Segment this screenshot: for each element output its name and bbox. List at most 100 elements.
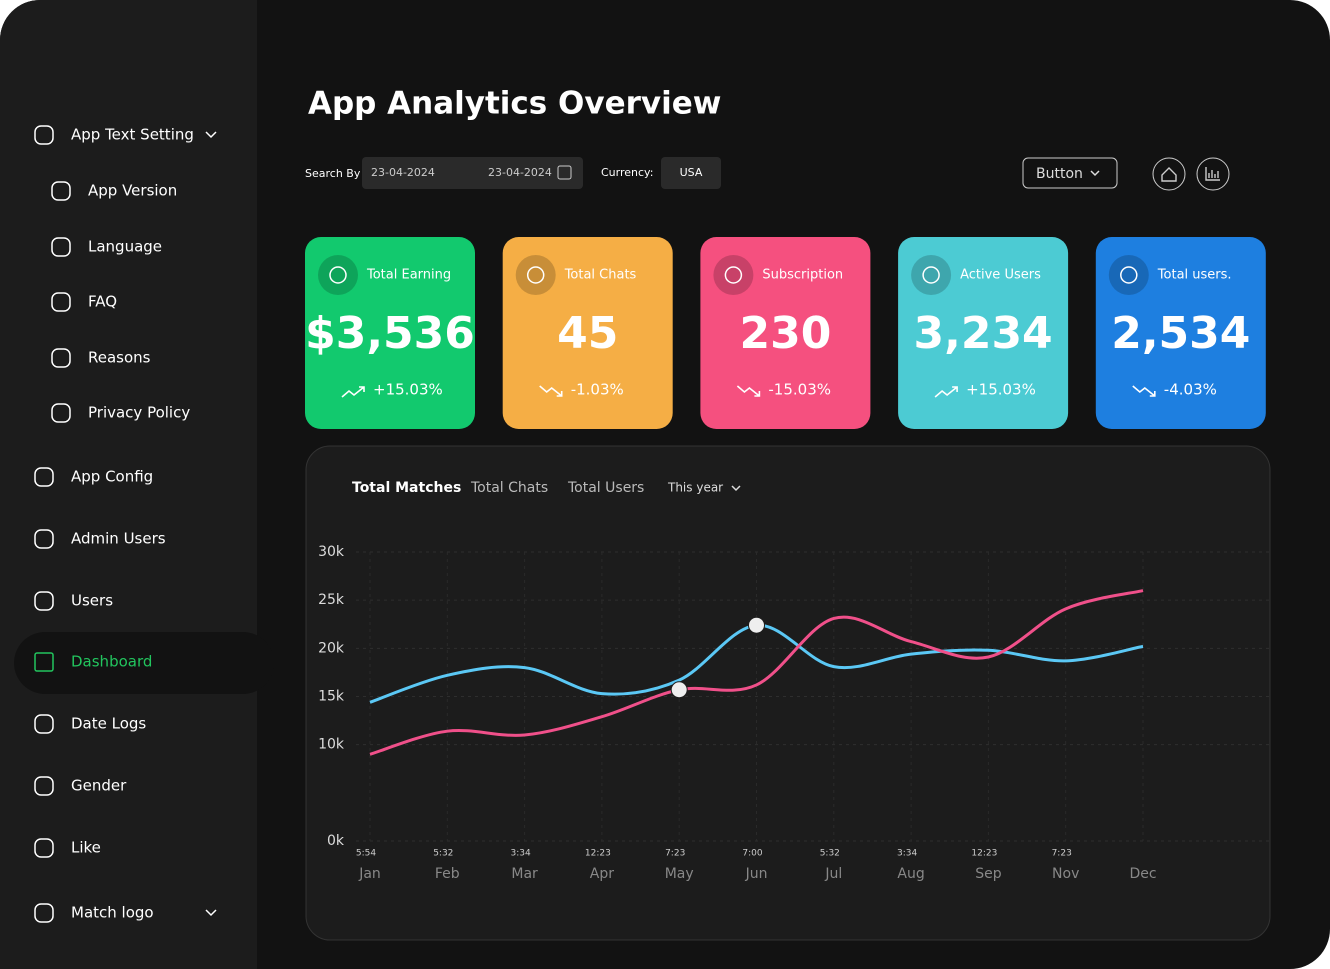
card-change: +15.03% xyxy=(373,381,443,399)
menu-label[interactable]: App Version xyxy=(88,182,177,200)
card-change: +15.03% xyxy=(966,381,1036,399)
x-time-label: 5:32 xyxy=(433,849,453,859)
x-time-label: 7:23 xyxy=(665,849,685,859)
menu-icon xyxy=(51,292,71,312)
y-tick-label: 30k xyxy=(318,544,345,560)
date-input[interactable] xyxy=(362,157,583,189)
x-tick-label: Nov xyxy=(1052,866,1079,882)
menu-icon xyxy=(34,776,54,796)
menu-label[interactable]: Match logo xyxy=(71,904,154,922)
stat-card xyxy=(305,237,475,429)
x-tick-label: Sep xyxy=(975,866,1002,882)
dropdown-button[interactable] xyxy=(1022,157,1118,189)
chart-tab[interactable]: Total Users xyxy=(567,480,644,496)
x-tick-label: Dec xyxy=(1129,866,1156,882)
chart-tab[interactable]: Total Matches xyxy=(352,480,461,496)
menu-label[interactable]: Reasons xyxy=(88,349,151,367)
y-tick-label: 25k xyxy=(318,592,345,608)
currency-select[interactable] xyxy=(661,157,721,189)
home-icon xyxy=(1161,167,1177,182)
x-time-label: 3:34 xyxy=(897,849,917,859)
chart-panel xyxy=(305,445,1271,941)
currency-value: USA xyxy=(680,166,703,179)
chart-button[interactable] xyxy=(1196,157,1230,191)
menu-icon xyxy=(34,467,54,487)
menu-label[interactable]: Users xyxy=(71,592,113,610)
menu-icon xyxy=(51,348,71,368)
card-icon-glyph xyxy=(526,266,545,284)
period-chevron xyxy=(731,485,741,492)
date-from: 23-04-2024 xyxy=(371,166,435,179)
menu-label[interactable]: Language xyxy=(88,238,162,256)
x-tick-label: Jan xyxy=(358,866,381,882)
calendar-icon xyxy=(557,165,572,180)
page-title: App Analytics Overview xyxy=(308,86,721,122)
stat-card xyxy=(502,237,673,429)
card-title: Total users. xyxy=(1157,268,1232,283)
home-button[interactable] xyxy=(1152,157,1186,191)
menu-chevron xyxy=(205,131,217,139)
chart-icon xyxy=(1205,167,1220,181)
menu-icon xyxy=(34,903,54,923)
card-title: Total Earning xyxy=(366,268,451,283)
menu-icon xyxy=(51,181,71,201)
y-tick-label: 20k xyxy=(318,640,345,656)
currency-label: Currency: xyxy=(601,166,653,179)
card-title: Subscription xyxy=(762,268,843,283)
menu-label[interactable]: App Config xyxy=(71,468,153,486)
highlight-point xyxy=(670,681,688,699)
menu-icon xyxy=(34,591,54,611)
menu-icon xyxy=(34,714,54,734)
card-title: Active Users xyxy=(960,268,1041,283)
chart-tab[interactable]: Total Chats xyxy=(470,480,548,496)
card-icon xyxy=(911,255,952,295)
trend-arrow xyxy=(539,385,563,397)
menu-icon xyxy=(34,652,54,672)
card-value: 45 xyxy=(557,308,618,359)
y-tick-label: 0k xyxy=(327,833,345,849)
period-select[interactable]: This year xyxy=(667,481,723,495)
card-icon xyxy=(713,255,754,295)
card-value: 230 xyxy=(739,308,831,359)
x-tick-label: Aug xyxy=(897,866,924,882)
x-time-label: 5:32 xyxy=(820,849,840,859)
menu-label[interactable]: App Text Setting xyxy=(71,126,194,144)
menu-label[interactable]: Privacy Policy xyxy=(88,404,190,422)
card-value: $3,536 xyxy=(305,308,475,359)
menu-icon xyxy=(51,237,71,257)
active-item-bg xyxy=(14,632,274,694)
menu-label[interactable]: FAQ xyxy=(88,293,117,311)
menu-icon xyxy=(34,838,54,858)
x-tick-label: Jul xyxy=(824,866,842,882)
card-icon-glyph xyxy=(329,266,347,284)
trend-arrow xyxy=(736,385,761,397)
stat-card xyxy=(1095,237,1266,429)
menu-label[interactable]: Date Logs xyxy=(71,715,146,733)
x-time-label: 7:00 xyxy=(742,849,762,859)
trend-arrow xyxy=(1132,385,1156,397)
card-icon xyxy=(1108,255,1149,295)
x-tick-label: Jun xyxy=(745,866,768,882)
trend-arrow xyxy=(934,386,958,398)
x-tick-label: May xyxy=(665,866,694,882)
menu-label[interactable]: Admin Users xyxy=(71,530,166,548)
card-value: 2,534 xyxy=(1111,308,1250,359)
x-time-label: 3:34 xyxy=(510,849,530,859)
card-icon xyxy=(318,255,358,295)
menu-icon xyxy=(51,403,71,423)
card-value: 3,234 xyxy=(914,308,1053,359)
date-to: 23-04-2024 xyxy=(488,166,552,179)
dropdown-text: Button xyxy=(1036,166,1083,182)
menu-label[interactable]: Like xyxy=(71,839,101,857)
menu-label[interactable]: Gender xyxy=(71,777,127,795)
search-label: Search By xyxy=(305,167,361,180)
dropdown-chevron xyxy=(1090,170,1100,177)
menu-icon xyxy=(34,125,54,145)
y-tick-label: 15k xyxy=(318,689,345,705)
card-icon xyxy=(515,255,556,295)
y-tick-label: 10k xyxy=(318,737,345,753)
menu-chevron xyxy=(205,909,217,917)
card-icon-glyph xyxy=(1120,266,1138,284)
menu-label[interactable]: Dashboard xyxy=(71,653,152,671)
